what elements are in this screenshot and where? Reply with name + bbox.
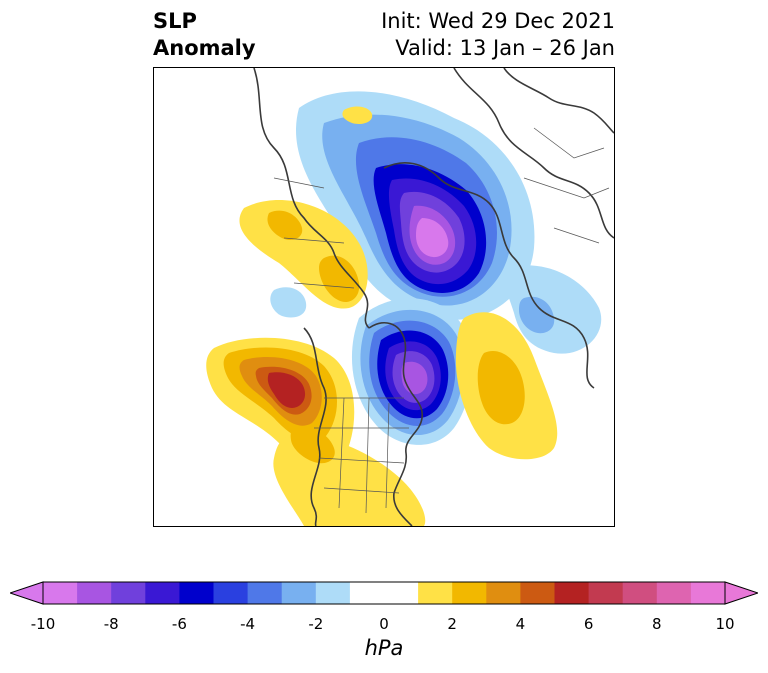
low-anomaly-hudson-bay [351,298,473,445]
colorbar-tick-label: -4 [240,615,256,633]
colorbar-tick-label: -8 [103,615,119,633]
coastlines [253,68,614,526]
colorbar-tick-label: 8 [652,615,662,633]
colorbar-segment [418,582,453,604]
colorbar-segment [656,582,692,604]
colorbar-segment [43,582,78,604]
low-anomaly-pacific-small [270,287,307,318]
colorbar-tick-label: -6 [171,615,187,633]
colorbar-segment [622,582,658,604]
colorbar-segment [213,582,249,604]
colorbar-segment [690,582,726,604]
colorbar-segment [520,582,555,604]
colorbar-svg [8,581,760,605]
country-borders [273,127,610,514]
anomaly-map [153,67,615,527]
colorbar-frame [42,581,726,605]
colorbar-tick-label: -2 [308,615,324,633]
low-anomaly-arctic [295,91,535,320]
colorbar-segment [588,582,624,604]
colorbar-tick-label: 6 [583,615,594,633]
high-anomaly-alaska [239,200,368,309]
map-title-left: SLP Anomaly [153,8,256,62]
map-canvas [206,68,614,526]
colorbar-unit: hPa [364,636,404,660]
colorbar-tick-label: 4 [515,615,526,633]
colorbar-tick-label: 2 [447,615,457,633]
colorbar-segment [179,582,214,604]
colorbar [8,580,760,606]
colorbar-segment [554,582,590,604]
colorbar-segment [247,582,283,604]
colorbar-extend-min [8,581,44,605]
colorbar-segment [315,582,351,604]
colorbar-segment [281,582,317,604]
valid-range: Valid: 13 Jan – 26 Jan [395,36,615,60]
high-anomaly-southeast-us [273,426,426,526]
colorbar-tick-label: 0 [379,615,389,633]
colorbar-segment [349,582,385,604]
colorbar-segment [452,582,487,604]
title-variable: SLP [153,9,197,33]
colorbar-tick-label: -10 [30,615,56,633]
map-title-right: Init: Wed 29 Dec 2021 Valid: 13 Jan – 26… [381,8,615,62]
high-anomaly-arctic-small [342,106,373,124]
colorbar-segment [384,582,419,604]
colorbar-segment [77,582,112,604]
title-type: Anomaly [153,36,256,60]
colorbar-segment [145,582,180,604]
colorbar-tick-label: 10 [715,615,735,633]
high-anomaly-north-atlantic [455,312,558,460]
init-date: Init: Wed 29 Dec 2021 [381,9,615,33]
low-anomaly-iceland [504,265,602,354]
colorbar-extend-max [724,581,760,605]
colorbar-segment [486,582,521,604]
colorbar-segment [111,582,146,604]
